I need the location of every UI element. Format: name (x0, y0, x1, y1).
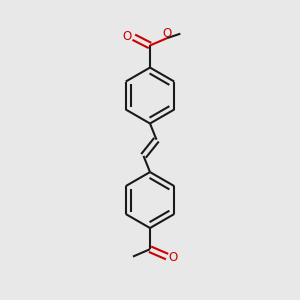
Text: O: O (168, 251, 178, 264)
Text: O: O (163, 27, 172, 40)
Text: O: O (123, 30, 132, 43)
